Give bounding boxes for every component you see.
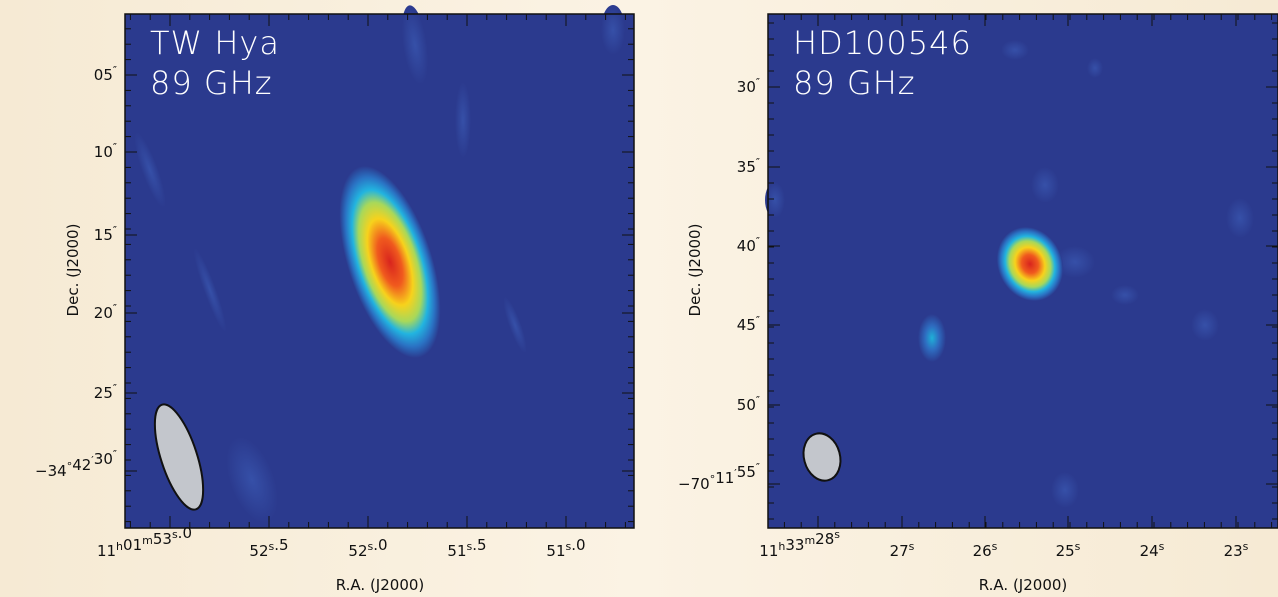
- x-tick-label: 24s: [1140, 540, 1165, 560]
- x-tick-label: 25s: [1056, 540, 1081, 560]
- y-tick-label: 25″: [94, 382, 117, 402]
- panel-frequency: 89 GHz: [793, 64, 916, 102]
- x-tick-label: 51s.0: [546, 536, 585, 560]
- x-tick-label: 52s.0: [348, 536, 387, 560]
- x-tick-label: 11h01m53s.0: [97, 524, 192, 560]
- y-axis-label: Dec. (J2000): [686, 224, 704, 317]
- x-axis-label: R.A. (J2000): [336, 576, 425, 594]
- x-tick-label: 23s: [1224, 540, 1249, 560]
- x-tick-label: 26s: [973, 540, 998, 560]
- y-tick-label: −34°42′30″: [35, 448, 117, 480]
- frame: [767, 13, 1278, 529]
- y-tick-label: 20″: [94, 302, 117, 322]
- y-tick-label: 10″: [94, 141, 117, 161]
- x-tick-label: 51s.5: [447, 536, 486, 560]
- x-tick-label: 27s: [890, 540, 915, 560]
- panel-title: TW Hya: [150, 24, 280, 62]
- beam: [802, 432, 842, 482]
- y-tick-label: 35″: [737, 156, 760, 176]
- x-axis-label: R.A. (J2000): [979, 576, 1068, 594]
- y-tick-label: 50″: [737, 394, 760, 414]
- panel-frequency: 89 GHz: [150, 64, 273, 102]
- beam: [153, 403, 205, 511]
- emission: [134, 5, 625, 523]
- x-tick-label: 11h33m28s: [759, 528, 840, 560]
- frame: [124, 13, 635, 529]
- y-tick-label: 45″: [737, 314, 760, 334]
- y-tick-label: 05″: [94, 64, 117, 84]
- panel-title: HD100546: [793, 24, 972, 62]
- y-tick-label: 40″: [737, 235, 760, 255]
- y-tick-label: 30″: [737, 76, 760, 96]
- y-axis-label: Dec. (J2000): [64, 224, 82, 317]
- x-tick-label: 52s.5: [249, 536, 288, 560]
- y-tick-label: −70°11′55″: [678, 461, 760, 493]
- emission: [765, 40, 1254, 508]
- y-tick-label: 15″: [94, 224, 117, 244]
